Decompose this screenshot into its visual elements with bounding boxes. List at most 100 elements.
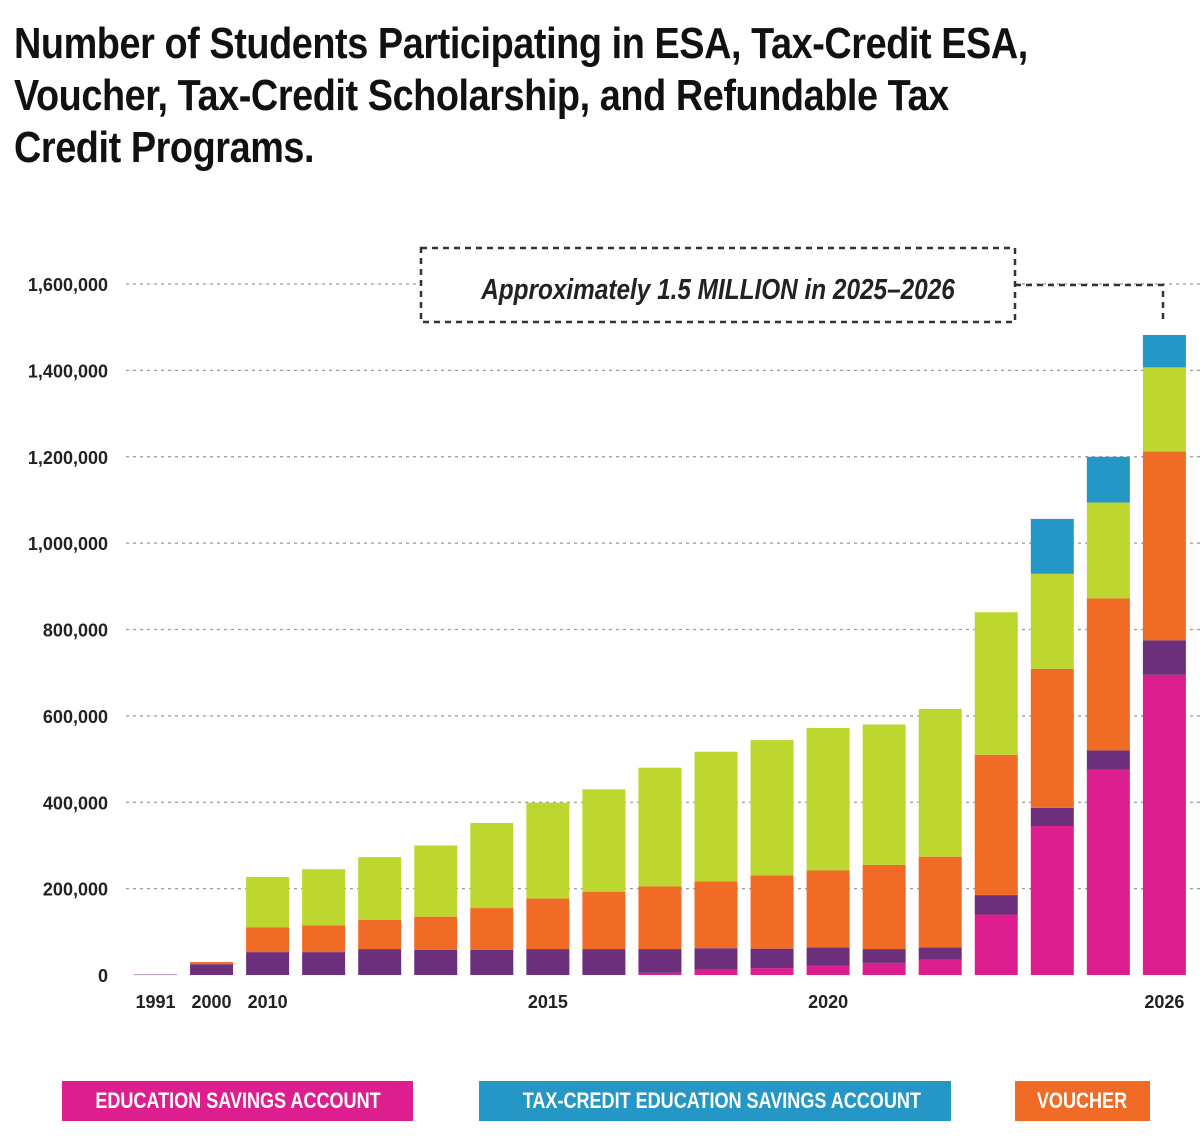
- bar-segment-refundable-tax-credit-2010: [246, 952, 290, 975]
- bar-segment-tax-credit-scholarship-2025: [1086, 502, 1130, 599]
- bar-segment-refundable-tax-credit-2011: [302, 952, 346, 975]
- bar-segment-tax-credit-scholarship-2023: [974, 612, 1018, 755]
- bar-stack-2017: [638, 767, 682, 975]
- bar-stack-2015: [526, 802, 570, 975]
- bar-segment-refundable-tax-credit-2014: [470, 949, 514, 975]
- bar-segment-voucher-2025: [1086, 598, 1130, 751]
- annotation-connector: [1015, 283, 1165, 322]
- bar-segment-refundable-tax-credit-2026: [1142, 640, 1186, 675]
- bar-segment-voucher-2024: [1030, 668, 1074, 808]
- bar-segment-voucher-2020: [806, 870, 850, 948]
- bar-segment-voucher-2013: [414, 916, 458, 950]
- bar-segment-refundable-tax-credit-2019: [750, 948, 794, 969]
- bar-segment-refundable-tax-credit-2022: [918, 947, 962, 960]
- stacked-bar-chart: 0 200,000 400,000 600,000 800,000 1,000,000 1,…: [28, 246, 1200, 1012]
- bar-stack-2010: [246, 876, 290, 975]
- x-tick-label: 2000: [192, 992, 232, 1012]
- bar-segment-tax-credit-scholarship-2020: [806, 727, 850, 871]
- bar-segment-tax-credit-scholarship-2021: [862, 724, 906, 865]
- bar-segment-refundable-tax-credit-1991: [134, 974, 177, 976]
- bar-stack-2013: [414, 845, 458, 975]
- bar-segment-tax-credit-education-savings-account-2024: [1030, 518, 1074, 574]
- bar-segment-voucher-2022: [918, 856, 962, 948]
- bar-segment-voucher-2026: [1142, 451, 1186, 641]
- bar-segment-education-savings-account-2022: [918, 959, 962, 975]
- legend-label: TAX-CREDIT EDUCATION SAVINGS ACCOUNT: [522, 1088, 921, 1113]
- bar-stack-2021: [862, 724, 906, 975]
- legend-label: VOUCHER: [1037, 1088, 1128, 1113]
- bar-stack-2024: [1030, 518, 1074, 975]
- bar-segment-refundable-tax-credit-2000: [190, 964, 234, 975]
- bar-segment-tax-credit-scholarship-2024: [1030, 573, 1074, 669]
- bar-segment-voucher-2012: [358, 919, 402, 950]
- bar-segment-voucher-2018: [694, 881, 738, 949]
- bar-segment-tax-credit-scholarship-2017: [638, 767, 682, 887]
- bar-segment-education-savings-account-2020: [806, 965, 850, 975]
- bar-segment-tax-credit-education-savings-account-2026: [1142, 334, 1186, 368]
- bar-segment-voucher-2023: [974, 754, 1018, 896]
- bar-segment-tax-credit-education-savings-account-2025: [1086, 456, 1130, 503]
- bar-segment-voucher-2019: [750, 875, 794, 949]
- bar-segment-education-savings-account-2023: [974, 914, 1018, 975]
- bar-stack-2020: [806, 727, 850, 975]
- bar-segment-refundable-tax-credit-2021: [862, 949, 906, 963]
- bar-segment-education-savings-account-2021: [862, 962, 906, 975]
- y-tick-label: 1,600,000: [28, 275, 108, 295]
- legend-item-voucher: VOUCHER: [1015, 1081, 1150, 1121]
- bar-segment-voucher-2014: [470, 908, 514, 950]
- chart-title: Number of Students Participating in ESA,…: [14, 19, 1028, 172]
- y-tick-label: 0: [98, 966, 108, 986]
- bar-stacks: [134, 334, 1186, 976]
- x-axis-labels: 1991 2000 2010 2015 2020 2026: [135, 992, 1184, 1012]
- bar-segment-tax-credit-scholarship-2012: [358, 857, 402, 920]
- bar-segment-voucher-2017: [638, 886, 682, 950]
- y-tick-label: 200,000: [43, 880, 108, 900]
- bar-segment-tax-credit-scholarship-2014: [470, 822, 514, 909]
- bar-segment-voucher-2021: [862, 864, 906, 950]
- bar-segment-refundable-tax-credit-2015: [526, 949, 570, 975]
- y-tick-label: 1,000,000: [28, 534, 108, 554]
- bar-segment-refundable-tax-credit-2012: [358, 949, 402, 975]
- bar-segment-tax-credit-scholarship-2019: [750, 740, 794, 876]
- bar-stack-2012: [358, 857, 402, 975]
- y-axis-labels: 0 200,000 400,000 600,000 800,000 1,000,000 1,…: [28, 275, 108, 986]
- bar-segment-refundable-tax-credit-2020: [806, 947, 850, 966]
- y-tick-label: 600,000: [43, 707, 108, 727]
- bar-segment-education-savings-account-2019: [750, 968, 794, 975]
- annotation: Approximately 1.5 MILLION in 2025–2026: [419, 246, 1165, 324]
- bar-segment-voucher-2016: [582, 891, 626, 950]
- bar-segment-voucher-2000: [190, 962, 234, 965]
- y-tick-label: 1,400,000: [28, 361, 108, 381]
- bar-segment-tax-credit-scholarship-2026: [1142, 367, 1186, 452]
- bar-segment-tax-credit-scholarship-2015: [526, 802, 570, 899]
- bar-stack-2016: [582, 789, 626, 975]
- annotation-box: [419, 246, 1017, 324]
- y-tick-label: 1,200,000: [28, 448, 108, 468]
- x-tick-label: 2015: [528, 992, 568, 1012]
- bar-segment-voucher-2010: [246, 927, 290, 953]
- x-tick-label: 2026: [1144, 992, 1184, 1012]
- bar-segment-refundable-tax-credit-2017: [638, 949, 682, 973]
- x-tick-label: 1991: [135, 992, 175, 1012]
- bar-stack-2026: [1142, 334, 1186, 975]
- legend-label: EDUCATION SAVINGS ACCOUNT: [94, 1088, 381, 1113]
- bar-segment-tax-credit-scholarship-2018: [694, 751, 738, 882]
- bar-segment-refundable-tax-credit-2025: [1086, 750, 1130, 770]
- bar-segment-education-savings-account-2025: [1086, 769, 1130, 975]
- bar-segment-education-savings-account-2024: [1030, 826, 1074, 975]
- bar-segment-refundable-tax-credit-2024: [1030, 807, 1074, 827]
- bar-stack-1991: [134, 974, 177, 976]
- bar-segment-tax-credit-scholarship-2016: [582, 789, 626, 892]
- bar-segment-tax-credit-scholarship-2022: [918, 708, 962, 857]
- bar-segment-tax-credit-scholarship-2013: [414, 845, 458, 917]
- bar-stack-2000: [190, 962, 234, 975]
- legend-item-tax-credit-education-savings-account: TAX-CREDIT EDUCATION SAVINGS ACCOUNT: [479, 1081, 951, 1121]
- bar-stack-2025: [1086, 456, 1130, 975]
- bar-segment-tax-credit-scholarship-2010: [246, 876, 290, 928]
- y-tick-label: 800,000: [43, 621, 108, 641]
- bar-segment-tax-credit-scholarship-2011: [302, 869, 346, 926]
- bar-segment-voucher-2015: [526, 898, 570, 950]
- bar-stack-2011: [302, 869, 346, 975]
- x-tick-label: 2010: [248, 992, 288, 1012]
- bar-segment-education-savings-account-2026: [1142, 674, 1186, 975]
